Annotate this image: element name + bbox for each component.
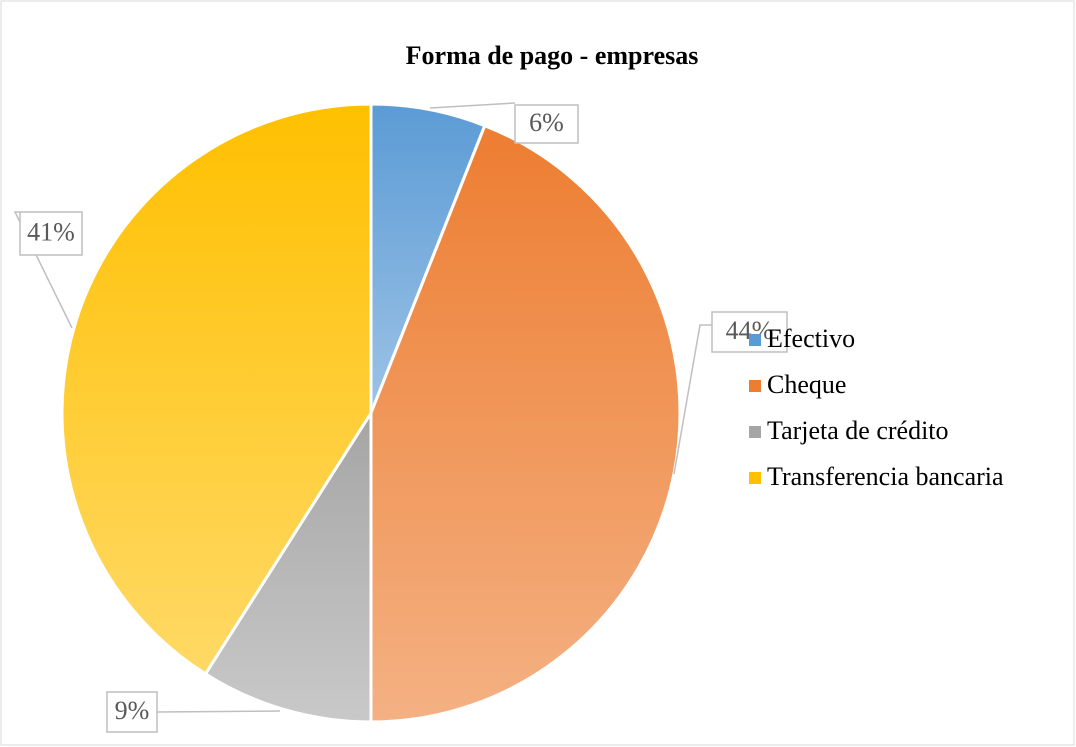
data-labels: 6%44%9%41% [13, 102, 788, 733]
legend-swatch [749, 472, 761, 484]
pie-slice [203, 407, 373, 724]
legend: Efectivo Cheque Tarjeta de crédito Transfer… [749, 324, 1004, 491]
data-label: 9% [115, 696, 150, 725]
legend-label: Tarjeta de crédito [767, 416, 949, 445]
leader-line [673, 324, 712, 475]
leader-line [13, 211, 73, 329]
data-label: 6% [529, 108, 564, 137]
label-box [514, 104, 579, 144]
legend-swatch [749, 334, 761, 346]
leader-line [429, 102, 516, 109]
leader-line [156, 710, 281, 713]
pie [60, 102, 682, 724]
pie-slice [60, 102, 373, 676]
chart-title: Forma de pago - empresas [406, 41, 699, 70]
legend-label: Transferencia bancaria [767, 462, 1004, 491]
legend-label: Cheque [767, 370, 846, 399]
label-box [19, 211, 83, 256]
legend-swatch [749, 380, 761, 392]
label-box [106, 691, 158, 733]
data-label: 41% [27, 217, 75, 246]
legend-swatch [749, 426, 761, 438]
legend-label: Efectivo [767, 324, 855, 353]
